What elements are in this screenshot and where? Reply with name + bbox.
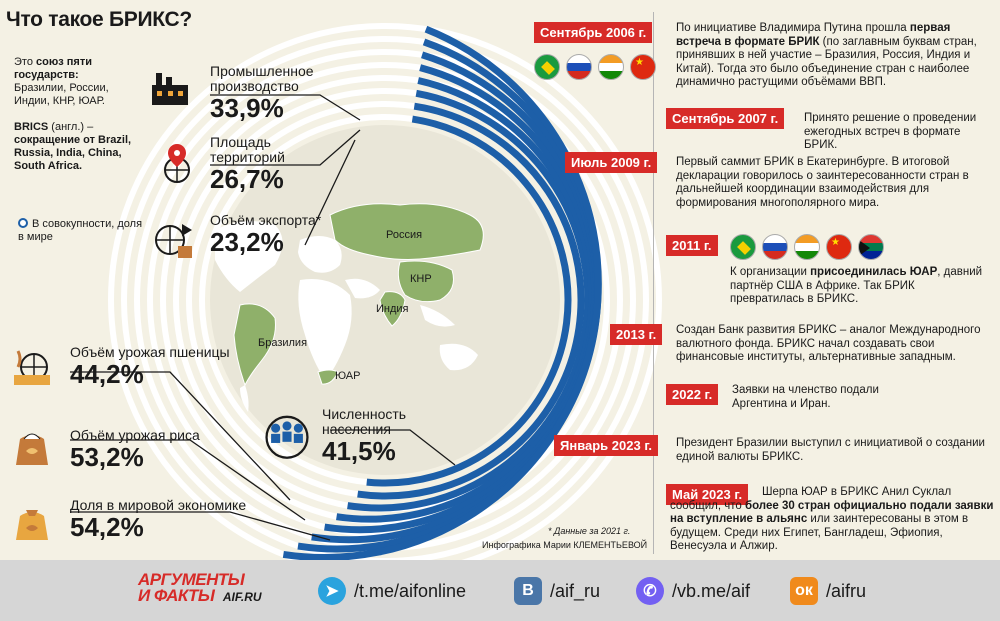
legend: В совокупности, доля в мире	[18, 218, 143, 243]
stat-value: 23,2%	[210, 227, 284, 257]
stat-value: 44,2%	[70, 359, 144, 389]
stat-label: Площадь территорий	[210, 134, 285, 165]
timeline-text: Шерпа ЮАР в БРИКС Анил Суклал сообщил, ч…	[670, 486, 994, 552]
timeline-text: Президент Бразилии выступил с инициативо…	[676, 437, 985, 463]
stat-label: Объём экспорта*	[210, 212, 322, 228]
timeline-text: Заявки на членство подали Аргентина и Ир…	[732, 384, 879, 410]
timeline-date: Сентябрь 2007 г.	[666, 108, 785, 129]
brazil-flag-icon	[534, 54, 560, 80]
stat-population	[262, 410, 312, 465]
timeline-date: 2022 г.	[666, 384, 719, 405]
timeline-text: По инициативе Владимира Путина прошла пе…	[676, 22, 977, 88]
brazil-shape	[233, 303, 276, 387]
stat-territory	[155, 140, 199, 189]
ring-track	[121, 36, 649, 560]
stat-value: 26,7%	[210, 164, 284, 194]
vk-link[interactable]: В/aif_ru	[514, 575, 600, 607]
footer-bar	[0, 560, 1000, 621]
stat-label: Промышленное производство	[210, 63, 314, 94]
flags-row-2006: ★	[534, 54, 662, 85]
factory-icon	[152, 73, 188, 105]
viber-icon: ✆	[636, 577, 664, 605]
credit: Инфографика Марии КЛЕМЕНТЬЕВОЙ	[482, 540, 648, 550]
china-shape	[397, 260, 454, 303]
stat-value: 53,2%	[70, 442, 144, 472]
timeline-date: 2011 г.	[666, 235, 718, 256]
timeline-date: Сентябрь 2006 г.	[534, 22, 653, 43]
ring-arc	[347, 89, 592, 512]
south-africa-shape	[317, 369, 339, 385]
telegram-link[interactable]: ➤/t.me/aifonline	[318, 575, 466, 607]
aif-logo[interactable]: АРГУМЕНТЫ И ФАКТЫ AIF.RU	[138, 570, 262, 605]
odnoklassniki-icon: ок	[790, 577, 818, 605]
stat-label: Доля в мировой экономике	[70, 497, 247, 513]
ring-arc	[282, 25, 602, 560]
brazil-flag-icon	[730, 234, 756, 260]
stat-wheat	[10, 345, 54, 394]
russia-shape	[329, 203, 484, 260]
india-flag-icon	[794, 234, 820, 260]
timeline-text: К организации присоединилась ЮАР, давний…	[730, 266, 983, 305]
map-label-south-africa: ЮАР	[335, 370, 361, 382]
wheat-globe-icon	[14, 350, 50, 385]
vk-icon: В	[514, 577, 542, 605]
stat-export	[152, 218, 196, 267]
timeline-date: 2013 г.	[610, 324, 663, 345]
map-label-china: КНР	[410, 273, 432, 285]
export-globe-icon	[155, 224, 192, 258]
timeline-date: Январь 2023 г.	[554, 435, 659, 456]
timeline-text: Принято решение о проведении ежегодных в…	[804, 112, 977, 151]
world-map	[210, 125, 560, 475]
ring-track	[108, 23, 662, 560]
timeline-date: Май 2023 г.	[666, 484, 749, 505]
ring-arc	[366, 115, 572, 487]
stat-economy	[10, 500, 54, 549]
timeline-text: Первый саммит БРИК в Екатеринбурге. В ит…	[676, 156, 969, 209]
stat-value: 54,2%	[70, 512, 144, 542]
rings-chart	[70, 23, 662, 560]
map-label-india: Индия	[376, 303, 409, 315]
india-shape	[379, 291, 406, 327]
odnoklassniki-link[interactable]: ок/aifru	[790, 575, 866, 607]
infographic: Что такое БРИКС? Это союз пяти государст…	[6, 8, 994, 560]
map-label-brazil: Бразилия	[258, 337, 308, 349]
russia-flag-icon	[762, 234, 788, 260]
stat-value: 41,5%	[322, 436, 396, 466]
viber-link[interactable]: ✆/vb.me/aif	[636, 575, 750, 607]
rice-sack-icon	[16, 433, 48, 465]
stat-rice	[10, 425, 54, 474]
intro-text: Это союз пяти государств: Бразилии, Росс…	[14, 56, 132, 172]
connector-lines	[70, 94, 456, 541]
page-title: Что такое БРИКС?	[6, 8, 192, 31]
russia-flag-icon	[566, 54, 592, 80]
stat-industry	[148, 65, 192, 114]
telegram-icon: ➤	[318, 577, 346, 605]
timeline-text: Создан Банк развития БРИКС – аналог Межд…	[676, 324, 981, 363]
map-label-russia: Россия	[386, 229, 423, 241]
timeline-date: Июль 2009 г.	[565, 152, 658, 173]
stat-label: Объём урожая пшеницы	[70, 344, 230, 360]
location-globe-icon	[164, 144, 190, 183]
data-note: * Данные за 2021 г.	[548, 526, 631, 536]
stat-value: 33,9%	[210, 93, 284, 123]
south-africa-flag-icon	[858, 234, 884, 260]
economy-sack-icon	[16, 510, 48, 540]
ring-legend-icon	[18, 218, 28, 228]
india-flag-icon	[598, 54, 624, 80]
china-flag-icon: ★	[826, 234, 852, 260]
flags-row-2011: ★	[730, 234, 890, 265]
stat-label: Численность населения	[322, 406, 407, 437]
china-flag-icon: ★	[630, 54, 656, 80]
ring-arc	[357, 102, 585, 500]
population-icon	[265, 415, 309, 459]
timeline-line	[653, 12, 654, 554]
stat-label: Объём урожая риса	[70, 427, 200, 443]
